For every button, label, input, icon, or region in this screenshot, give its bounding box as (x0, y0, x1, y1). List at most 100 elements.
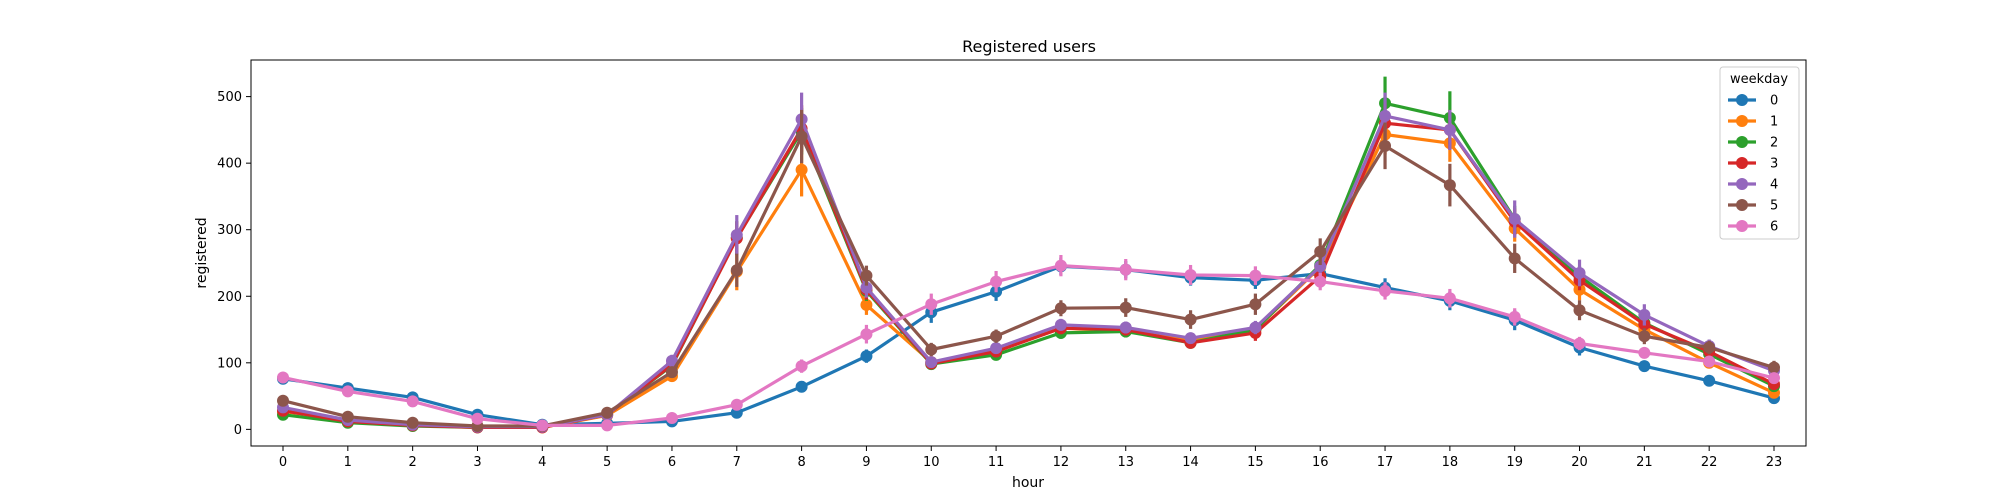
data-point (1184, 332, 1197, 345)
x-tick-label: 10 (923, 455, 940, 470)
legend-label: 1 (1770, 115, 1778, 130)
data-point (277, 371, 289, 384)
x-tick-label: 6 (668, 455, 676, 470)
legend-title: weekday (1730, 72, 1788, 87)
legend-marker (1736, 157, 1748, 169)
y-tick-label: 100 (217, 356, 242, 371)
legend-label: 4 (1770, 178, 1778, 193)
data-point (601, 406, 614, 419)
data-point (341, 410, 354, 423)
data-point (406, 416, 419, 429)
legend-label: 2 (1770, 136, 1778, 151)
x-tick-label: 21 (1636, 455, 1653, 470)
data-point (665, 412, 678, 425)
data-point (1638, 330, 1651, 343)
x-tick-label: 9 (862, 455, 870, 470)
legend-label: 5 (1770, 199, 1778, 214)
x-tick-label: 4 (538, 455, 546, 470)
data-point (730, 398, 743, 411)
data-point (1443, 292, 1456, 305)
data-point (1508, 252, 1521, 265)
series-6 (277, 254, 1780, 432)
data-point (990, 342, 1003, 355)
legend-entry-3: 3 (1728, 157, 1778, 172)
x-axis-label: hour (1012, 475, 1044, 491)
chart-title: Registered users (962, 37, 1096, 56)
x-tick-label: 17 (1377, 455, 1394, 470)
data-point (860, 298, 873, 311)
data-point (860, 269, 873, 282)
data-point (1054, 302, 1067, 315)
legend-box (1719, 66, 1800, 240)
data-point (1703, 374, 1716, 387)
legend-marker (1736, 115, 1748, 127)
data-point (1379, 284, 1392, 297)
data-point (1184, 313, 1197, 326)
data-point (1638, 346, 1651, 359)
data-point (925, 298, 938, 311)
data-point (1443, 123, 1456, 136)
data-point (1703, 341, 1716, 354)
data-point (471, 412, 484, 425)
x-tick-label: 13 (1117, 455, 1134, 470)
y-tick-label: 0 (234, 423, 242, 438)
legend-marker (1736, 220, 1748, 232)
data-point (601, 419, 614, 432)
data-point (1119, 263, 1132, 276)
data-point (1638, 360, 1651, 373)
legend-label: 0 (1770, 94, 1778, 109)
x-tick-label: 7 (733, 455, 741, 470)
x-tick-label: 11 (988, 455, 1005, 470)
data-point (1768, 361, 1780, 374)
x-tick-label: 20 (1571, 455, 1588, 470)
x-tick-label: 16 (1312, 455, 1329, 470)
x-tick-label: 18 (1442, 455, 1459, 470)
data-point (730, 229, 743, 242)
data-point (1314, 245, 1327, 258)
plot-frame (250, 59, 1807, 447)
x-tick-label: 19 (1506, 455, 1523, 470)
x-tick-label: 15 (1247, 455, 1264, 470)
y-tick-label: 400 (217, 157, 242, 172)
data-point (1573, 337, 1586, 350)
data-point (665, 354, 678, 367)
x-tick-label: 12 (1053, 455, 1070, 470)
legend-entry-6: 6 (1728, 220, 1778, 235)
x-tick-label: 0 (279, 455, 287, 470)
y-axis-label: registered (194, 217, 210, 288)
legend-entry-1: 1 (1728, 115, 1778, 130)
data-point (665, 366, 678, 379)
data-point (795, 130, 808, 143)
legend-entry-5: 5 (1728, 199, 1778, 214)
data-point (990, 330, 1003, 343)
y-tick-label: 300 (217, 223, 242, 238)
legend-entry-0: 0 (1728, 94, 1778, 109)
data-point (1379, 139, 1392, 152)
data-point (795, 360, 808, 373)
y-tick-label: 200 (217, 290, 242, 305)
legend-entry-2: 2 (1728, 136, 1778, 151)
data-point (1249, 321, 1262, 334)
data-point (1119, 301, 1132, 314)
data-point (1249, 269, 1262, 282)
series-line (282, 264, 1775, 427)
x-tick-label: 14 (1182, 455, 1199, 470)
data-point (990, 275, 1003, 288)
data-point (1119, 321, 1132, 334)
x-tick-label: 23 (1766, 455, 1783, 470)
legend-marker (1736, 136, 1748, 148)
series-5 (277, 109, 1780, 433)
data-point (536, 419, 549, 432)
data-point (1314, 275, 1327, 288)
data-point (1443, 179, 1456, 192)
x-tick-label: 1 (344, 455, 352, 470)
data-point (730, 264, 743, 277)
series-line (282, 134, 1775, 428)
legend-marker (1736, 94, 1748, 106)
data-point (1573, 304, 1586, 317)
data-point (277, 394, 289, 407)
data-point (1379, 109, 1392, 122)
